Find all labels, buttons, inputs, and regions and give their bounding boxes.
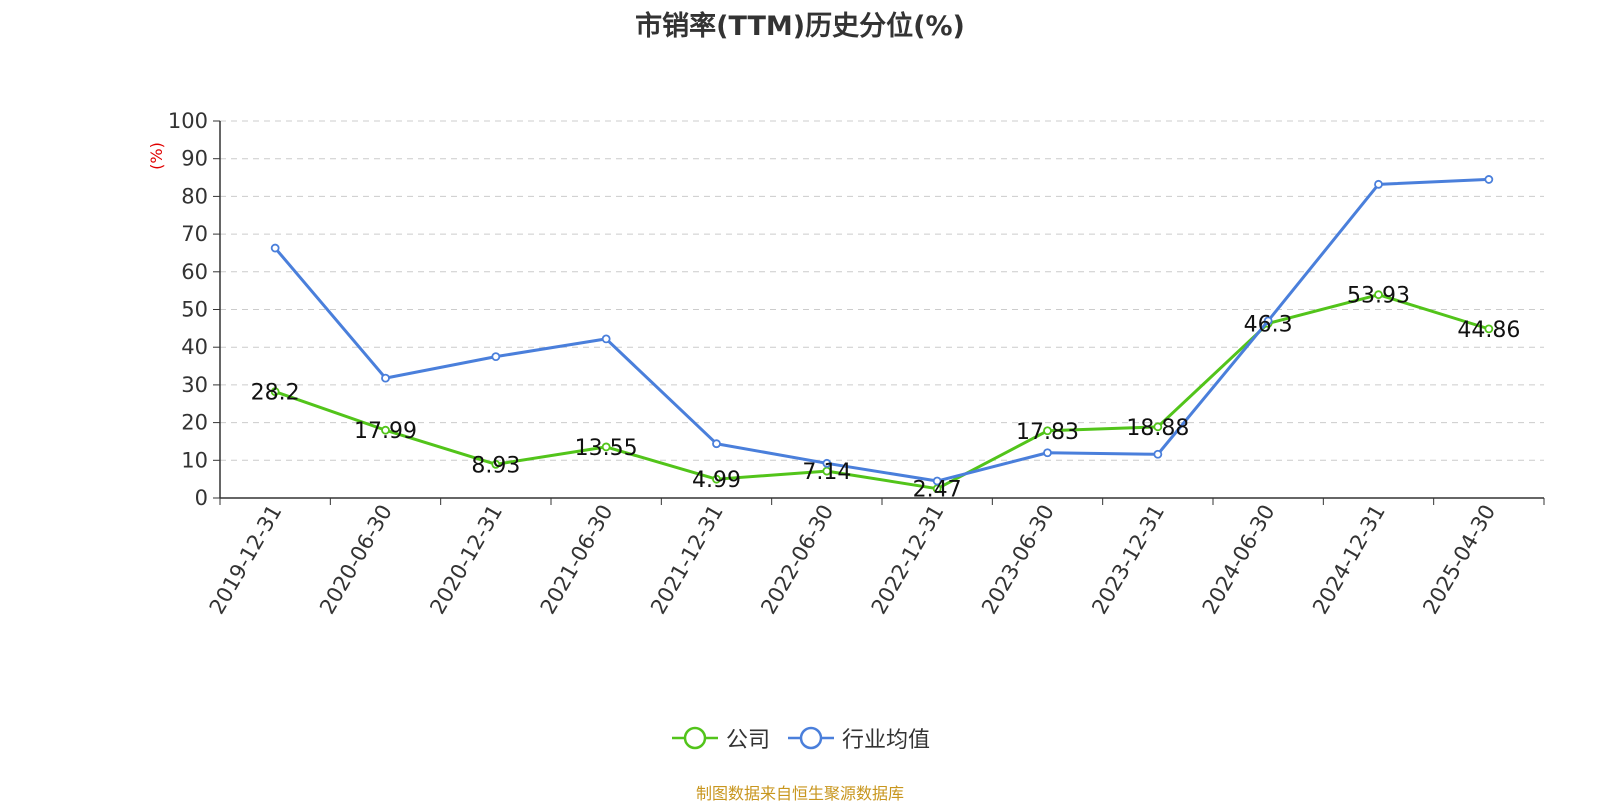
legend-item[interactable]: 公司 [670, 722, 770, 754]
y-tick-label: 10 [181, 448, 208, 472]
legend-label: 公司 [725, 728, 770, 753]
legend-circle [683, 726, 707, 750]
data-point [381, 425, 390, 435]
data-point [1043, 426, 1052, 436]
data-label: 44.86 [1457, 318, 1520, 343]
data-point [491, 459, 501, 469]
data-label: 18.88 [1126, 416, 1189, 441]
y-tick-label: 40 [181, 335, 208, 359]
y-tick-label: 0 [195, 486, 208, 510]
y-tick-label: 70 [181, 222, 208, 246]
legend-item[interactable]: 行业均值 [786, 722, 930, 754]
legend-label: 行业均值 [842, 728, 931, 753]
series-line-1 [274, 177, 1489, 483]
x-tick-label: 2022-06-30 [756, 501, 838, 619]
data-label: 53.93 [1347, 284, 1410, 309]
x-tick-label: 2020-06-30 [315, 501, 397, 619]
x-tick-label: 2022-12-31 [867, 501, 949, 619]
data-label: 2.47 [913, 478, 962, 503]
x-tick-label: 2024-12-31 [1308, 501, 1390, 619]
data-point [270, 387, 280, 397]
data-label: 13.55 [575, 436, 638, 461]
data-point [1153, 422, 1163, 432]
data-point [1263, 316, 1273, 326]
data-point [601, 442, 611, 452]
y-tick-label: 60 [181, 260, 208, 284]
y-tick-label: 20 [181, 411, 208, 435]
x-tick-label: 2021-06-30 [536, 501, 618, 619]
axes: 0 10 20 30 40 50 60 70 80 90 100(%) 2019-12-31 2020-… [147, 109, 1545, 619]
data-label: 17.83 [1016, 420, 1079, 445]
data-point [1374, 179, 1383, 189]
data-label: 7.14 [802, 460, 851, 485]
data-point [601, 334, 611, 344]
grid-lines [220, 120, 1544, 461]
y-tick-label: 50 [181, 298, 208, 322]
x-tick-label: 2023-06-30 [977, 501, 1059, 619]
y-tick-label: 80 [181, 184, 208, 208]
legend-circle [799, 726, 823, 750]
series-lines [270, 175, 1494, 494]
data-labels: 28.2 17.99 8.93 13.55 4.99 7.14 2.47 17.83 18.88… [251, 284, 1521, 503]
x-tick-label: 2023-12-31 [1087, 501, 1169, 619]
data-point [822, 458, 832, 468]
data-point [1153, 449, 1163, 459]
data-label: 8.93 [471, 453, 520, 478]
data-point [381, 373, 390, 383]
data-point [1374, 290, 1383, 300]
data-point [270, 243, 280, 253]
legend: 公司 行业均值 [0, 722, 1600, 757]
series-line-0 [274, 293, 1490, 491]
data-point [1484, 324, 1494, 334]
y-tick-label: 100 [168, 109, 208, 133]
chart-title: 市销率(TTM)历史分位(%) [635, 11, 965, 42]
y-axis-label: (%) [147, 142, 166, 170]
y-tick-label: 30 [181, 373, 208, 397]
data-point [932, 476, 942, 486]
data-label: 28.2 [251, 381, 300, 406]
legend-marker-icon [788, 726, 834, 750]
source-note: 制图数据来自恒生聚源数据库 [695, 784, 904, 803]
data-label: 17.99 [354, 419, 417, 444]
x-tick-label: 2019-12-31 [205, 501, 287, 619]
x-tick-label: 2024-06-30 [1198, 501, 1280, 619]
x-tick-label: 2020-12-31 [425, 501, 507, 619]
y-tick-label: 90 [181, 147, 208, 171]
x-tick-label: 2025-04-30 [1418, 501, 1500, 619]
data-label: 46.3 [1244, 312, 1293, 337]
legend-marker-icon [671, 726, 718, 750]
data-point [712, 474, 721, 484]
data-point [1484, 175, 1494, 184]
data-point [491, 352, 501, 362]
data-point [712, 439, 721, 449]
data-point [1043, 448, 1052, 458]
x-tick-label: 2021-12-31 [646, 501, 728, 619]
data-label: 4.99 [692, 468, 741, 493]
